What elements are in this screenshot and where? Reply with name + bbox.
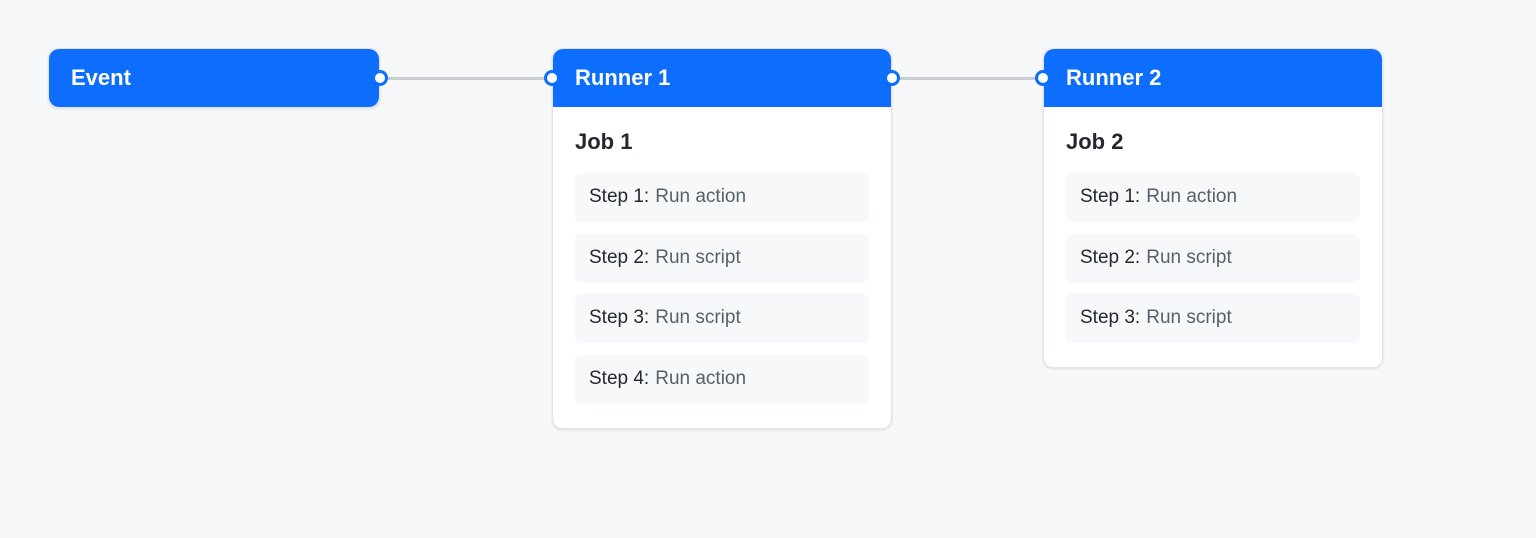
edge-runner1-runner2 (892, 77, 1043, 80)
job2-step-1-desc: Run action (1146, 186, 1237, 207)
job2-step-1-label: Step 1: (1080, 186, 1140, 207)
port-runner2-in (1035, 70, 1051, 86)
job1-step-3-label: Step 3: (589, 307, 649, 328)
job1-step-4-desc: Run action (655, 368, 746, 389)
job2-step-1: Step 1: Run action (1066, 173, 1360, 222)
edge-event-runner1 (380, 77, 552, 80)
runner2-body: Job 2 Step 1: Run action Step 2: Run script… (1044, 107, 1382, 367)
port-runner1-in (544, 70, 560, 86)
job2-step-2-label: Step 2: (1080, 247, 1140, 268)
event-title: Event (71, 65, 131, 90)
port-event-out (372, 70, 388, 86)
runner2-node: Runner 2 Job 2 Step 1: Run action Step 2: R… (1043, 48, 1383, 368)
job2-step-3-desc: Run script (1146, 307, 1232, 328)
job2-step-2-desc: Run script (1146, 247, 1232, 268)
job2-steps: Step 1:Run actionStep 2:Run scriptStep 3… (1066, 173, 1360, 343)
runner2-header: Runner 2 (1044, 49, 1382, 107)
runner1-body: Job 1 Step 1: Run action Step 2: Run script… (553, 107, 891, 428)
job1-step-1: Step 1: Run action (575, 173, 869, 222)
job1-step-2-desc: Run script (655, 247, 741, 268)
job2-title: Job 2 (1066, 129, 1360, 155)
runner1-node: Runner 1 Job 1 Step 1: Run action Step 2: R… (552, 48, 892, 429)
runner1-header: Runner 1 (553, 49, 891, 107)
job1-step-1-desc: Run action (655, 186, 746, 207)
event-header: Event (49, 49, 379, 107)
runner2-title: Runner 2 (1066, 65, 1161, 90)
workflow-canvas: Event Runner 1 Job 1 Step 1:Run actionSt… (0, 0, 1536, 538)
job1-step-2-label: Step 2: (589, 247, 649, 268)
job1-step-4: Step 4: Run action (575, 355, 869, 404)
job1-step-1-label: Step 1: (589, 186, 649, 207)
job2-step-2: Step 2: Run script (1066, 234, 1360, 283)
job1-step-2: Step 2: Run script (575, 234, 869, 283)
job1-title: Job 1 (575, 129, 869, 155)
job1-step-3: Step 3: Run script (575, 294, 869, 343)
runner1-title: Runner 1 (575, 65, 670, 90)
job2-step-3: Step 3: Run script (1066, 294, 1360, 343)
job1-step-4-label: Step 4: (589, 368, 649, 389)
port-runner1-out (884, 70, 900, 86)
event-node: Event (48, 48, 380, 108)
job2-step-3-label: Step 3: (1080, 307, 1140, 328)
job1-steps: Step 1:Run actionStep 2:Run scriptStep 3… (575, 173, 869, 404)
job1-step-3-desc: Run script (655, 307, 741, 328)
